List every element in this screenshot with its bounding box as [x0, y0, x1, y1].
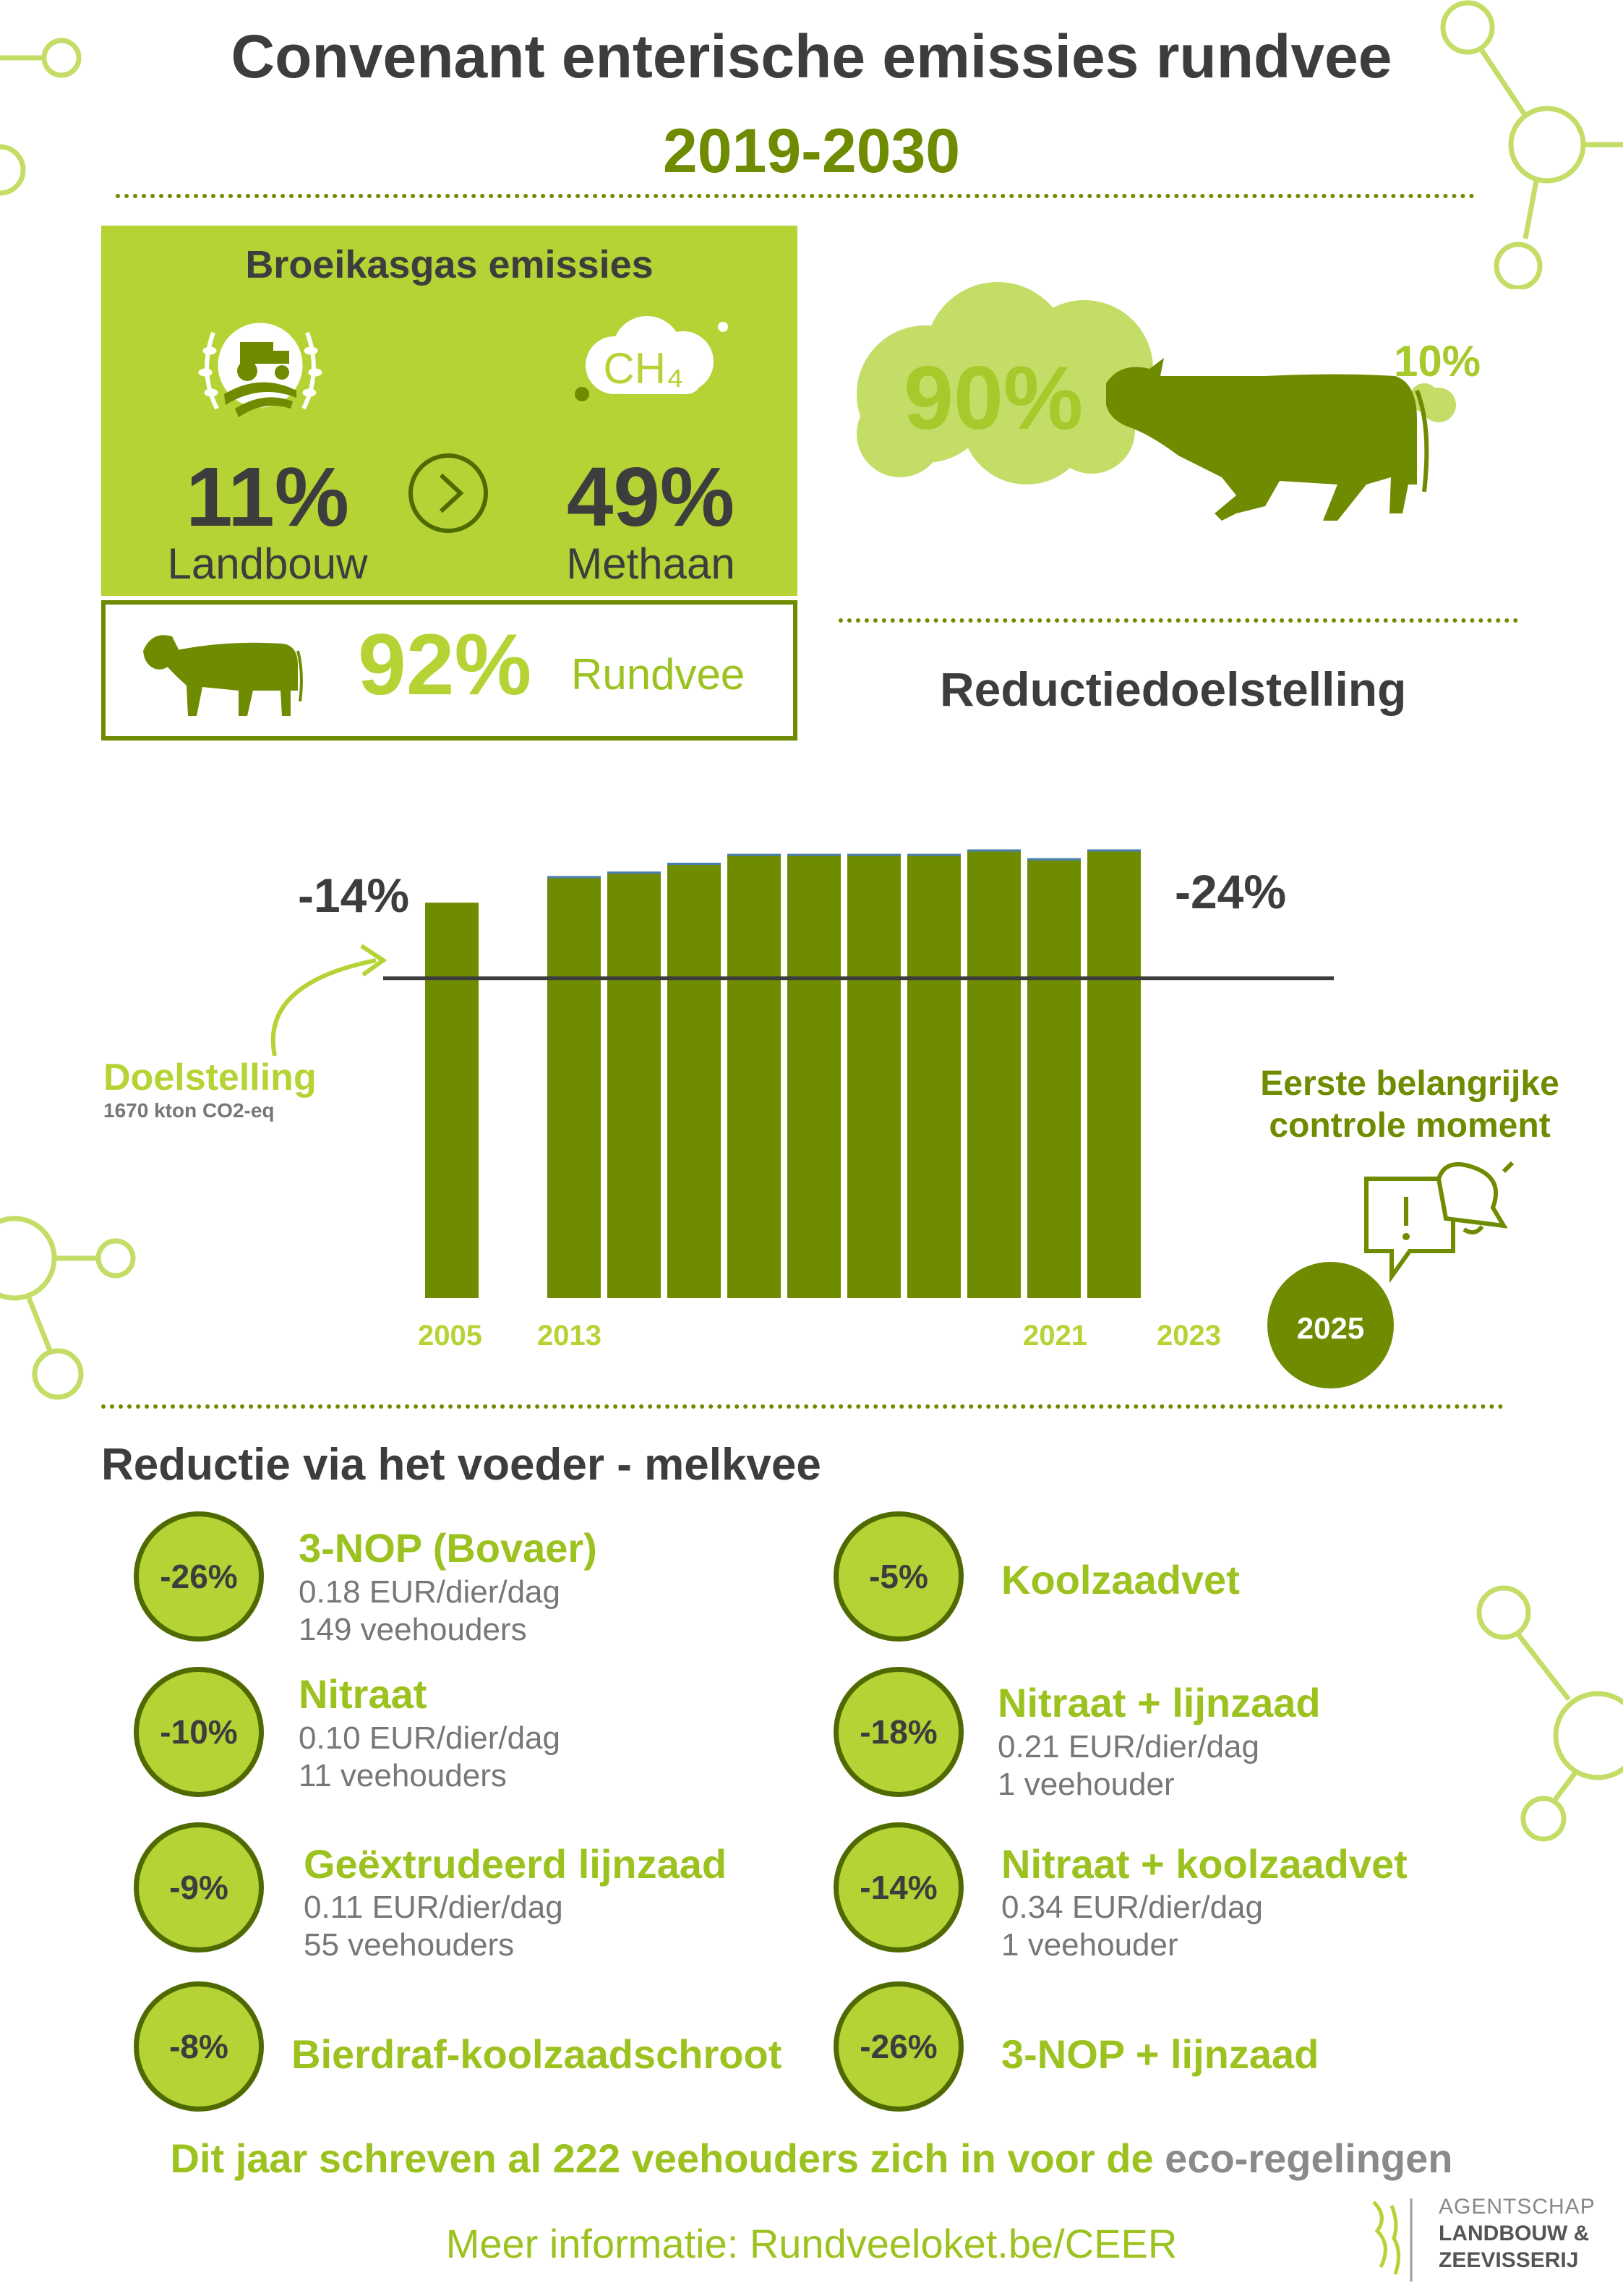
molecule-icon: [1476, 1585, 1623, 1842]
lever-pct-badge: -26%: [834, 1981, 964, 2112]
bar-cap-2016: [727, 853, 781, 856]
landbouw-pct: 11%: [186, 450, 349, 544]
emissions-panel: [101, 226, 797, 596]
lever-name: Koolzaadvet: [1001, 1557, 1240, 1602]
lever-name: 3-NOP (Bovaer): [299, 1525, 597, 1571]
methane-cow-illustration: [857, 282, 1456, 521]
landbouw-label: Landbouw: [167, 539, 368, 588]
lever-pct-badge: -5%: [834, 1511, 964, 1642]
molecule-icon: [0, 1216, 136, 1400]
bar-2022: [1087, 849, 1141, 1298]
doel-value: 1670 kton CO2-eq: [103, 1099, 275, 1122]
bar-cap-2013: [547, 876, 601, 879]
lever-cost: 0.21 EUR/dier/dag: [998, 1729, 1259, 1764]
eco-link[interactable]: eco-regelingen: [1165, 2135, 1453, 2181]
bar-cap-2018: [847, 853, 901, 856]
bar-2005: [425, 902, 479, 1298]
divider: [116, 194, 1475, 198]
tractor-wreath-icon: [198, 323, 322, 417]
reduction-heading: Reductiedoelstelling: [940, 662, 1407, 716]
lever-name: Geëxtrudeerd lijnzaad: [304, 1841, 727, 1887]
lever-pct-badge: -14%: [834, 1822, 964, 1953]
tail-pct: 10%: [1394, 337, 1481, 385]
controle-year: 2025: [1296, 1311, 1365, 1345]
lever-name: Nitraat: [299, 1671, 427, 1717]
lever-cost: 0.18 EUR/dier/dag: [299, 1574, 560, 1610]
more-info[interactable]: Meer informatie: Rundveeloket.be/CEER: [445, 2221, 1178, 2266]
controle-label: Eerste belangrijke controle moment: [1260, 1064, 1559, 1145]
lever-pct-badge: -26%: [134, 1511, 264, 1642]
bar-cap-2020: [967, 849, 1021, 852]
logo-line-3: ZEEVISSERIJ: [1439, 2248, 1579, 2272]
doel-label: Doelstelling: [103, 1057, 317, 1098]
cloud-pct: 90%: [904, 349, 1084, 448]
methaan-label: Methaan: [566, 539, 735, 588]
logo-line-1: AGENTSCHAP: [1439, 2195, 1596, 2219]
controle-year-badge: [1267, 1262, 1394, 1388]
page-title: Convenant enterische emissies rundvee: [231, 22, 1392, 90]
methaan-pct: 49%: [566, 450, 735, 544]
bar-2019: [907, 853, 961, 1298]
bar-cap-2022: [1087, 849, 1141, 852]
molecule-icon: [0, 38, 82, 196]
bar-cap-2015: [667, 863, 721, 865]
lever-cost: 0.34 EUR/dier/dag: [1001, 1890, 1263, 1925]
emissions-bar-chart: [383, 849, 1334, 1298]
arrow-icon: [270, 944, 387, 1057]
divider: [839, 618, 1518, 623]
bar-cap-2021: [1027, 858, 1081, 861]
bar-2013: [547, 876, 601, 1298]
lever-pct-badge: -10%: [134, 1667, 264, 1797]
year-label: 2005: [418, 1320, 482, 1352]
bar-2014: [607, 871, 661, 1298]
lever-farmers: 149 veehouders: [299, 1612, 527, 1647]
eco-banner: Dit jaar schreven al 222 veehouders zich…: [0, 2135, 1623, 2182]
divider: [101, 1404, 1504, 1409]
lever-farmers: 1 veehouder: [998, 1767, 1175, 1802]
lever-pct-badge: -9%: [134, 1822, 264, 1953]
bar-2018: [847, 853, 901, 1298]
bar-2017: [787, 853, 841, 1298]
lion-logo-icon: [1372, 2198, 1413, 2282]
speech-bell-icon: [1364, 1161, 1515, 1284]
year-label: 2013: [537, 1320, 601, 1352]
lever-farmers: 1 veehouder: [1001, 1927, 1178, 1963]
logo-line-2: LANDBOUW &: [1439, 2222, 1590, 2245]
bar-2015: [667, 863, 721, 1298]
ch4-label: CH₄: [603, 344, 683, 393]
lever-name: Nitraat + koolzaadvet: [1001, 1841, 1408, 1887]
target-2030-label: -24%: [1175, 865, 1287, 918]
lever-farmers: 11 veehouders: [299, 1758, 507, 1793]
lever-cost: 0.10 EUR/dier/dag: [299, 1720, 560, 1756]
rundvee-pct: 92%: [358, 616, 532, 713]
feed-heading: Reductie via het voeder - melkvee: [101, 1440, 821, 1490]
bar-2016: [727, 853, 781, 1298]
lever-name: Nitraat + lijnzaad: [998, 1680, 1321, 1725]
emissions-heading: Broeikasgas emissies: [245, 243, 654, 286]
lever-name: 3-NOP + lijnzaad: [1001, 2031, 1319, 2077]
year-label: 2021: [1023, 1320, 1087, 1352]
lever-name: Bierdraf-koolzaadschroot: [291, 2031, 782, 2077]
year-label: 2023: [1157, 1320, 1221, 1352]
bar-2020: [967, 849, 1021, 1298]
target-2025-label: -14%: [298, 869, 410, 922]
bar-cap-2019: [907, 853, 961, 856]
eco-text: Dit jaar schreven al 222 veehouders zich…: [170, 2135, 1154, 2181]
lever-cost: 0.11 EUR/dier/dag: [304, 1890, 563, 1925]
period: 2019-2030: [662, 116, 961, 186]
lever-pct-badge: -8%: [134, 1981, 264, 2112]
lever-farmers: 55 veehouders: [304, 1927, 515, 1963]
lever-pct-badge: -18%: [834, 1667, 964, 1797]
cow-icon: [143, 635, 303, 716]
rundvee-label: Rundvee: [571, 650, 745, 699]
bar-2021: [1027, 858, 1081, 1298]
bar-cap-2014: [607, 871, 661, 874]
chevron-right-icon: [408, 453, 488, 533]
molecule-icon: [1440, 0, 1623, 289]
ch4-cloud-icon: CH₄: [575, 316, 728, 401]
bar-cap-2017: [787, 853, 841, 856]
